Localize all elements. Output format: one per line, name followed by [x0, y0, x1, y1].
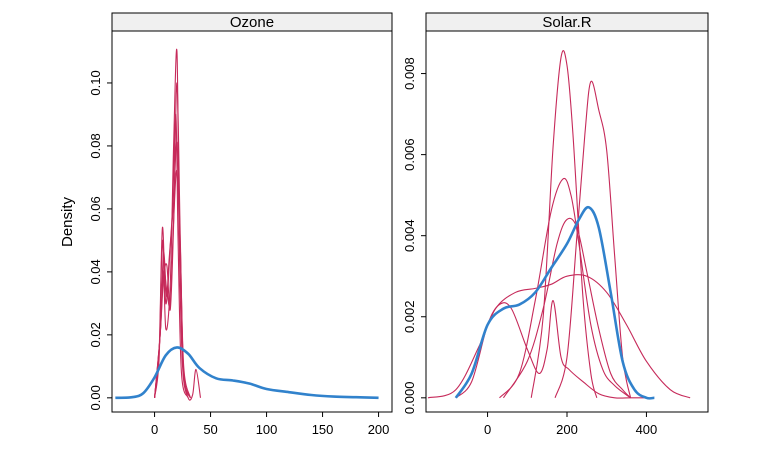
imputed-density-line-4 — [554, 80, 632, 398]
panel-title: Solar.R — [542, 14, 591, 31]
panel-title: Ozone — [230, 14, 274, 31]
x-tick-label: 200 — [368, 422, 390, 437]
x-tick-label: 0 — [484, 422, 491, 437]
imputed-density-line-6 — [502, 217, 631, 399]
observed-density-line — [454, 205, 655, 400]
y-tick-label: 0.006 — [402, 138, 417, 171]
y-tick-label: 0.004 — [402, 219, 417, 252]
x-tick-label: 200 — [556, 422, 578, 437]
x-tick-label: 100 — [256, 422, 278, 437]
plot-area — [427, 50, 691, 400]
panel-frame — [111, 30, 393, 413]
x-tick-label: 0 — [151, 422, 158, 437]
observed-density-line — [115, 346, 379, 400]
y-tick-label: 0.008 — [402, 57, 417, 90]
y-tick-label: 0.00 — [88, 385, 103, 410]
y-tick-label: 0.06 — [88, 196, 103, 221]
y-tick-label: 0.000 — [402, 382, 417, 415]
imputed-density-line-5 — [154, 82, 191, 399]
y-tick-label: 0.02 — [88, 322, 103, 347]
imputed-density-line-5 — [499, 177, 631, 399]
x-tick-label: 400 — [636, 422, 658, 437]
y-tick-label: 0.08 — [88, 133, 103, 158]
panel-solar-r: Solar.R 0 200 400 0.000 0.002 0.004 0.006 0.008 — [402, 12, 709, 437]
imputed-density-line-3 — [530, 50, 598, 398]
x-tick-label: 150 — [312, 422, 334, 437]
panel-ozone: Ozone 0 50 100 150 200 0.00 0.02 0.04 0.06 0.08 0.1… — [88, 12, 393, 437]
y-tick-label: 0.10 — [88, 70, 103, 95]
y-tick-label: 0.002 — [402, 300, 417, 333]
imputed-density-line-1 — [154, 48, 202, 401]
plot-area — [115, 48, 379, 401]
y-axis-label: Density — [59, 196, 76, 247]
y-tick-label: 0.04 — [88, 259, 103, 284]
imputed-density-line-2 — [455, 299, 647, 399]
x-tick-label: 50 — [203, 422, 217, 437]
